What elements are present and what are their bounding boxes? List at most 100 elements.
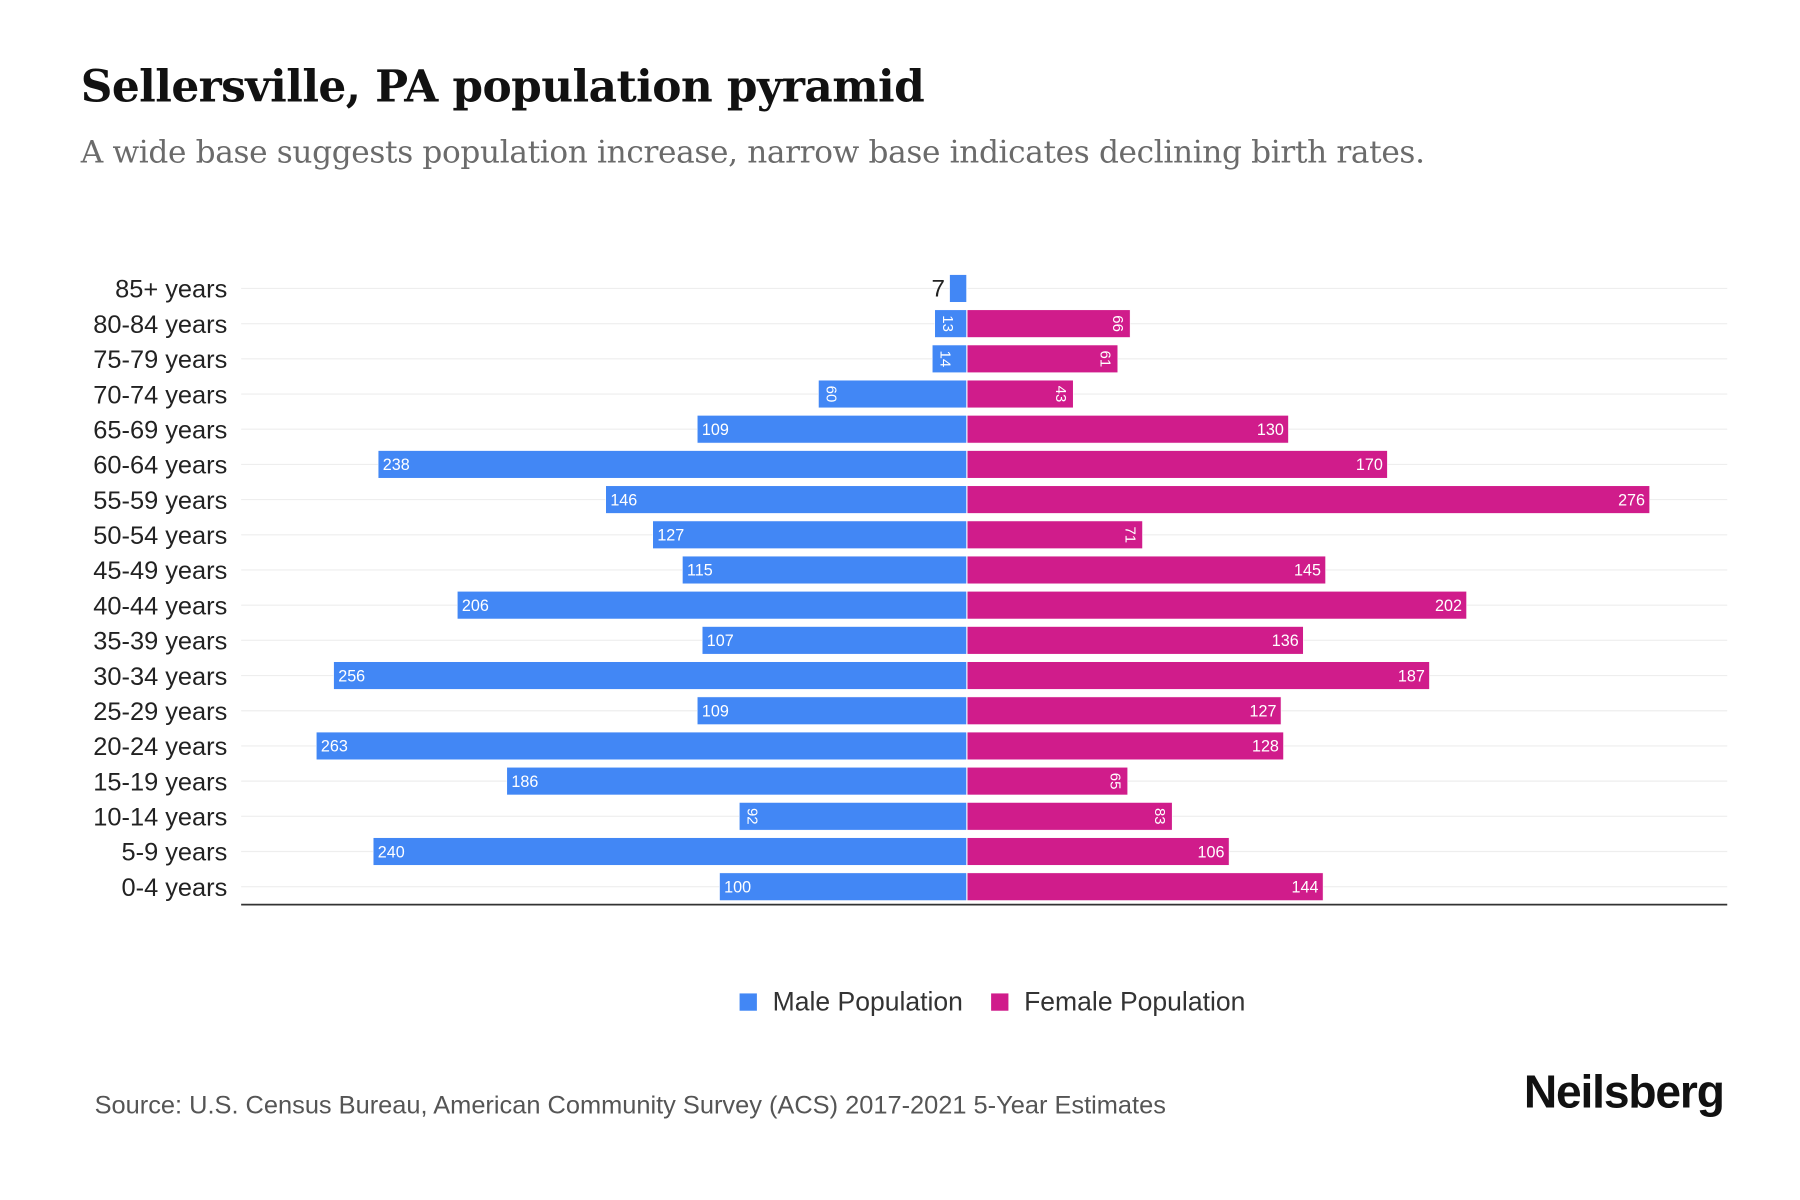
category-label: 75-79 years [93, 346, 227, 374]
bar-value-label: 186 [511, 773, 538, 791]
bar-value-label: 145 [1294, 562, 1321, 580]
bar-value-label: 206 [462, 597, 489, 615]
female-bar [966, 344, 1119, 373]
bar-value-label: 83 [1151, 808, 1168, 825]
legend-swatch-female [990, 993, 1008, 1011]
legend: Male Population Female Population [0, 986, 1800, 1017]
category-label: 85+ years [115, 276, 227, 304]
neilsberg-logo: Neilsberg [1523, 1067, 1725, 1119]
male-bar [931, 344, 968, 373]
bar-value-label: 256 [338, 667, 365, 685]
category-label: 45-49 years [93, 557, 227, 585]
legend-item-female: Female Population [990, 986, 1246, 1017]
bar-value-label: 106 [1198, 843, 1225, 861]
bar-value-label: 127 [657, 527, 684, 545]
bar-value-label: 7 [931, 276, 944, 303]
category-label: 60-64 years [93, 452, 227, 480]
bar-value-label: 263 [321, 738, 348, 756]
category-label: 25-29 years [93, 698, 227, 726]
male-bar [739, 802, 968, 831]
female-bar [966, 731, 1284, 761]
bar-value-label: 13 [939, 315, 956, 332]
category-label: 5-9 years [122, 839, 228, 867]
male-bar [506, 766, 968, 796]
female-bar [966, 802, 1173, 831]
female-bar [966, 520, 1143, 549]
bar-value-label: 115 [687, 562, 713, 580]
category-label: 0-4 years [122, 874, 228, 902]
female-bar [966, 872, 1324, 901]
male-bar [949, 274, 968, 303]
male-bar [719, 872, 968, 901]
male-bar [316, 731, 968, 761]
chart-title: Sellersville, PA population pyramid [80, 59, 925, 112]
male-bar [696, 415, 968, 444]
male-bar [372, 837, 968, 866]
bar-value-label: 61 [1097, 350, 1114, 367]
bar-value-label: 276 [1618, 491, 1645, 509]
category-label: 30-34 years [93, 663, 227, 691]
male-bar [818, 379, 968, 409]
bar-value-label: 240 [378, 843, 405, 861]
bar-value-label: 109 [702, 703, 729, 721]
male-bar [696, 696, 968, 725]
source-note: Source: U.S. Census Bureau, American Com… [94, 1090, 1166, 1120]
female-bar [966, 309, 1131, 338]
female-bar [966, 696, 1282, 725]
bar-value-label: 170 [1356, 456, 1383, 474]
bar-value-label: 128 [1252, 738, 1279, 756]
category-label: 35-39 years [93, 628, 227, 656]
bar-value-label: 238 [383, 456, 410, 474]
bar-value-label: 130 [1257, 421, 1284, 439]
bar-value-label: 66 [1109, 315, 1126, 332]
female-bar [966, 415, 1289, 444]
category-label: 10-14 years [93, 804, 227, 832]
male-bar [652, 520, 968, 549]
male-bar [457, 591, 968, 620]
bar-value-label: 100 [724, 878, 751, 896]
bar-value-label: 60 [823, 386, 840, 403]
male-bar [682, 555, 968, 585]
legend-swatch-male [739, 993, 757, 1011]
category-label: 50-54 years [93, 522, 227, 550]
female-bar [966, 837, 1230, 866]
bar-value-label: 109 [702, 421, 729, 439]
female-bar [966, 485, 1650, 514]
bar-value-label: 65 [1106, 773, 1123, 790]
male-bar [377, 450, 968, 479]
category-label: 15-19 years [93, 768, 227, 796]
legend-label-female: Female Population [1024, 986, 1246, 1017]
female-bar [966, 591, 1467, 620]
category-label: 20-24 years [93, 733, 227, 761]
male-bar [701, 626, 968, 655]
category-label: 40-44 years [93, 592, 227, 620]
bar-value-label: 202 [1435, 597, 1462, 615]
legend-label-male: Male Population [772, 986, 963, 1017]
female-bar [966, 555, 1326, 585]
male-bar [605, 485, 968, 514]
category-label: 65-69 years [93, 416, 227, 444]
male-bar [934, 309, 968, 338]
category-label: 55-59 years [93, 487, 227, 515]
bar-value-label: 43 [1052, 386, 1069, 403]
bar-value-label: 92 [743, 808, 760, 825]
male-bar [333, 661, 968, 690]
bar-value-label: 71 [1121, 526, 1138, 543]
bar-value-label: 136 [1272, 632, 1299, 650]
bar-value-label: 127 [1249, 703, 1276, 721]
bar-value-label: 146 [610, 491, 637, 509]
female-bar [966, 766, 1128, 796]
bar-value-label: 14 [936, 350, 953, 367]
female-bar [966, 661, 1430, 690]
bar-value-label: 107 [707, 632, 734, 650]
category-label: 70-74 years [93, 381, 227, 409]
female-bar [966, 626, 1304, 655]
chart-subtitle: A wide base suggests population increase… [80, 134, 1425, 171]
category-label: 80-84 years [93, 311, 227, 339]
legend-item-male: Male Population [739, 986, 963, 1017]
bar-value-label: 187 [1398, 667, 1425, 685]
bar-value-label: 144 [1292, 878, 1319, 896]
female-bar [966, 450, 1388, 479]
